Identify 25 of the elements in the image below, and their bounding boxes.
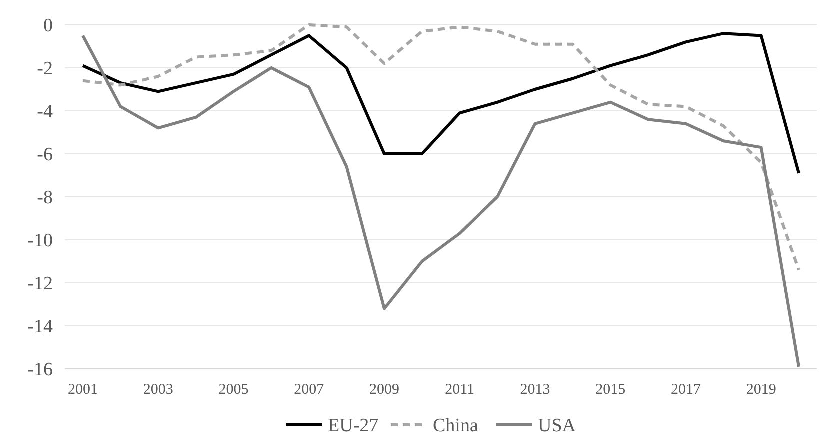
y-tick-label: -12 — [28, 274, 53, 295]
y-tick-label: -4 — [37, 102, 54, 123]
x-tick-label: 2019 — [746, 382, 776, 398]
x-tick-label: 2007 — [294, 382, 325, 398]
x-tick-label: 2001 — [68, 382, 98, 398]
x-tick-label: 2005 — [218, 382, 249, 398]
legend-label: China — [433, 416, 479, 437]
x-tick-label: 2013 — [520, 382, 550, 398]
x-tick-label: 2009 — [369, 382, 400, 398]
y-tick-label: -2 — [37, 58, 53, 80]
y-tick-label: -8 — [37, 188, 53, 209]
y-tick-label: 0 — [44, 16, 53, 37]
line-series — [82, 24, 800, 272]
y-tick-label: -14 — [28, 316, 54, 338]
x-tick-label: 2003 — [143, 382, 174, 398]
line-series — [82, 32, 800, 175]
legend-label: USA — [538, 416, 576, 437]
x-tick-label: 2011 — [445, 382, 475, 398]
y-tick-label: -6 — [37, 144, 53, 166]
y-tick-label: -10 — [28, 230, 53, 252]
x-tick-label: 2017 — [670, 382, 702, 398]
y-tick-label: -16 — [28, 360, 53, 381]
x-tick-label: 2015 — [596, 382, 626, 398]
line-series — [82, 34, 800, 368]
legend-label: EU-27 — [328, 416, 379, 437]
